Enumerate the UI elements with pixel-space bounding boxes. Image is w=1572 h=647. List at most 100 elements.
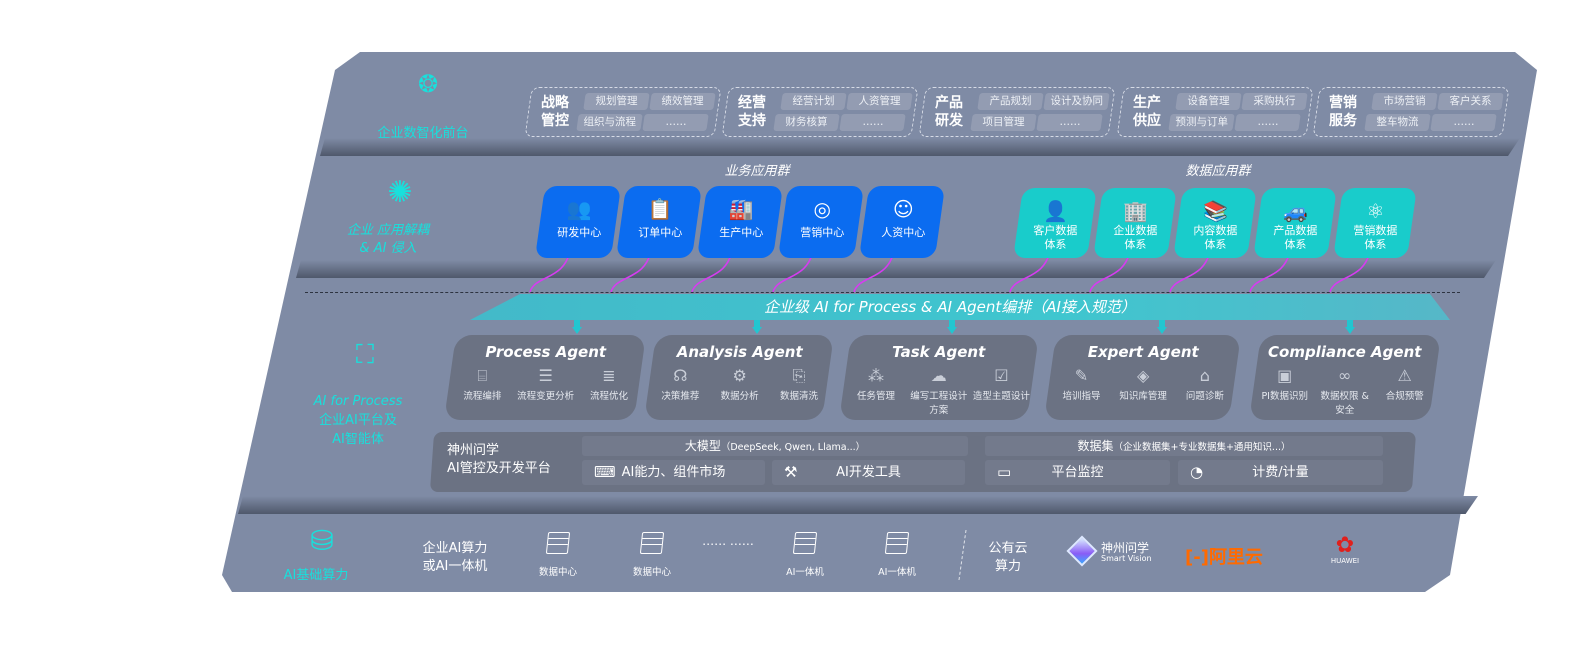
tile-label: 体系 (1124, 238, 1147, 251)
capability-chip[interactable]: 财务核算 (773, 114, 840, 131)
capability-chip[interactable]: …… (1430, 114, 1497, 131)
business-app-tile[interactable]: 👥 研发中心 (534, 186, 622, 258)
capability-chip[interactable]: 客户关系 (1437, 93, 1504, 110)
capability-chip[interactable]: 人资管理 (846, 93, 913, 110)
feature-label: 合规预警 (1385, 391, 1424, 402)
diagnose-icon: ⌂ (1199, 366, 1210, 385)
tile-content: 👥 研发中心 (541, 186, 617, 240)
platform-module[interactable]: ⌨ AI能力、组件市场 (582, 460, 765, 485)
dataset-note: （企业数据集+专业数据集+通用知识...） (1113, 442, 1291, 453)
capability-chip[interactable]: 规划管理 (583, 93, 650, 110)
platform-module[interactable]: ▭ 平台监控 (985, 460, 1170, 485)
chip-label: …… (1453, 116, 1475, 128)
data-app-tile[interactable]: 👤 客户数据 体系 (1013, 188, 1097, 258)
network-icon: ⁂ (868, 366, 885, 385)
agent-feature[interactable]: ≣ 流程优化 (578, 366, 641, 402)
business-app-tile[interactable]: ☺ 人资中心 (858, 186, 946, 258)
capability-chip[interactable]: 项目管理 (970, 114, 1037, 131)
platform-module[interactable]: ◔ 计费/计量 (1178, 460, 1383, 485)
group-title: 营销 服务 (1329, 94, 1357, 130)
data-app-tile[interactable]: 📚 内容数据 体系 (1173, 188, 1257, 258)
agent-feature[interactable]: ☁ 编写工程设计方案 (908, 366, 970, 416)
agent-card[interactable]: Analysis Agent ☊ 决策推荐 ⚙ 数据分析 ⎘ 数据清洗 (644, 335, 834, 420)
capability-chip[interactable]: 市场营销 (1371, 93, 1438, 110)
capability-chip[interactable]: …… (1234, 114, 1301, 131)
agent-features: ⌸ 流程编排 ☰ 流程变更分析 ≣ 流程优化 (451, 366, 641, 402)
platform-module[interactable]: ⚒ AI开发工具 (772, 460, 965, 485)
tile-content: ⚛ 营销数据 体系 (1338, 188, 1412, 252)
chip-label: 项目管理 (982, 116, 1025, 128)
group-title-line: 生产 (1133, 95, 1161, 111)
agent-feature[interactable]: ⁂ 任务管理 (845, 366, 907, 416)
tile-label: 内容数据 (1193, 224, 1238, 237)
agent-feature[interactable]: ⌸ 流程编排 (451, 366, 514, 402)
capability-chip[interactable]: 预测与订单 (1168, 114, 1235, 131)
agent-feature[interactable]: ∞ 数据权限 & 安全 (1315, 366, 1374, 416)
orchestration-banner (470, 294, 1450, 320)
agent-feature[interactable]: ⎘ 数据清洗 (770, 366, 829, 402)
users-icon: 👥 (566, 197, 592, 221)
agent-card[interactable]: Compliance Agent ▣ PI数据识别 ∞ 数据权限 & 安全 ⚠ 合规预警 (1249, 335, 1441, 420)
group-title-line: 供应 (1133, 113, 1161, 129)
agent-feature[interactable]: ▣ PI数据识别 (1255, 366, 1314, 416)
capability-chip[interactable]: 组织与流程 (576, 114, 643, 131)
capability-chip[interactable]: 产品规划 (977, 93, 1044, 110)
agent-card[interactable]: Task Agent ⁂ 任务管理 ☁ 编写工程设计方案 ☑ 造型主题设计 (839, 335, 1039, 420)
provider-logo-smart-vision: 神州问学 Smart Vision (1066, 535, 1167, 567)
agent-feature[interactable]: ☰ 流程变更分析 (514, 366, 577, 402)
agent-name: Expert Agent (1087, 343, 1199, 361)
business-apps-title: 业务应用群 (724, 164, 790, 179)
data-app-tile[interactable]: 🏢 企业数据 体系 (1093, 188, 1177, 258)
chip-label: 经营计划 (792, 95, 835, 107)
data-app-tile[interactable]: 🚙 产品数据 体系 (1253, 188, 1337, 258)
agent-feature[interactable]: ☑ 造型主题设计 (970, 366, 1032, 416)
chip-label: 财务核算 (785, 116, 828, 128)
front-group: 战略 管控 规划管理 绩效管理 组织与流程 …… (524, 87, 722, 137)
agent-card[interactable]: Expert Agent ✎ 培训指导 ◈ 知识库管理 ⌂ 问题诊断 (1044, 335, 1241, 420)
agent-feature[interactable]: ◈ 知识库管理 (1113, 366, 1174, 402)
data-apps-title: 数据应用群 (1185, 164, 1251, 179)
capability-chip[interactable]: 设计及协同 (1043, 93, 1110, 110)
server-label: AI一体机 (786, 567, 824, 578)
capability-chip[interactable]: …… (839, 114, 906, 131)
teach-icon: ✎ (1074, 366, 1089, 385)
feature-label: 流程编排 (463, 391, 502, 402)
capability-chip[interactable]: 设备管理 (1175, 93, 1242, 110)
server-slot (641, 539, 663, 545)
data-app-tile[interactable]: ⚛ 营销数据 体系 (1333, 188, 1417, 258)
huawei-petals-icon: ✿ (1335, 533, 1355, 558)
agent-feature[interactable]: ☊ 决策推荐 (651, 366, 710, 402)
dev-tools-icon: ⚒ (784, 463, 798, 481)
orchestration-banner-text: 企业级 AI for Process & AI Agent编排（AI接入规范） (764, 298, 1136, 316)
business-app-tile[interactable]: 🏭 生产中心 (696, 186, 784, 258)
dataset-title: 数据集 (1077, 439, 1114, 453)
agent-feature[interactable]: ⚠ 合规预警 (1375, 366, 1434, 416)
business-app-tile[interactable]: 📋 订单中心 (615, 186, 703, 258)
capability-chip[interactable]: …… (642, 114, 709, 131)
clipboard-icon: 📋 (647, 197, 673, 221)
capability-chip[interactable]: 绩效管理 (649, 93, 716, 110)
agent-feature[interactable]: ⚙ 数据分析 (710, 366, 769, 402)
down-arrow-icon (572, 320, 582, 334)
agent-name: Compliance Agent (1268, 343, 1422, 361)
chart-box-icon: ⌸ (477, 366, 488, 385)
agent-feature[interactable]: ✎ 培训指导 (1051, 366, 1112, 402)
chip-label: …… (1059, 116, 1081, 128)
group-title-line: 研发 (935, 113, 963, 129)
module-label: 平台监控 (1051, 465, 1104, 480)
capability-chip[interactable]: 经营计划 (780, 93, 847, 110)
capability-chip[interactable]: …… (1036, 114, 1103, 131)
group-title-line: 产品 (935, 95, 963, 111)
chip-label: …… (862, 116, 884, 128)
capability-chip[interactable]: 采购执行 (1241, 93, 1308, 110)
group-title: 战略 管控 (541, 94, 569, 130)
capability-chip[interactable]: 整车物流 (1364, 114, 1431, 131)
business-app-tile[interactable]: ◎ 营销中心 (777, 186, 865, 258)
group-title: 生产 供应 (1133, 94, 1161, 130)
down-arrow-icon (752, 320, 762, 334)
module-label: AI能力、组件市场 (621, 465, 726, 480)
down-arrow-icon (1345, 320, 1355, 334)
agent-card[interactable]: Process Agent ⌸ 流程编排 ☰ 流程变更分析 ≣ 流程优化 (444, 335, 646, 420)
provider-name: 阿里云 (1208, 547, 1263, 568)
agent-feature[interactable]: ⌂ 问题诊断 (1174, 366, 1235, 402)
